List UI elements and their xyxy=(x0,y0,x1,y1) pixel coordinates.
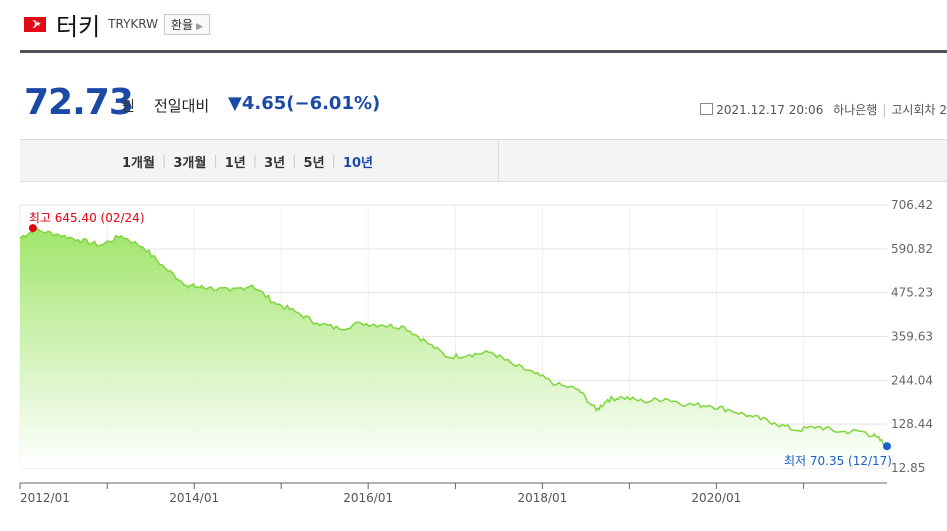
high-point xyxy=(28,224,37,233)
tab-separator: | xyxy=(161,154,167,169)
high-label: 최고 645.40 (02/24) xyxy=(29,211,145,225)
low-point xyxy=(883,442,891,451)
y-tick-label: 359.63 xyxy=(891,330,933,344)
notice-round: 고시회차 2 xyxy=(891,103,947,117)
x-tick-label: 2016/01 xyxy=(343,491,393,505)
y-tick-label: 475.23 xyxy=(891,286,933,300)
y-tick-label: 244.04 xyxy=(891,373,933,387)
quote-datetime: 2021.12.17 20:06 xyxy=(716,103,824,117)
x-tick-label: 2014/01 xyxy=(169,491,219,505)
x-tick-label: 2020/01 xyxy=(691,491,741,505)
price-change: ▼4.65(−6.01%) xyxy=(228,93,381,114)
compare-label: 전일대비 xyxy=(154,97,210,115)
tabs-divider xyxy=(498,140,499,181)
series-area xyxy=(20,228,887,468)
y-tick-label: 590.82 xyxy=(891,242,933,256)
period-tab-row: 1개월 | 3개월 | 1년 | 3년 | 5년 | 10년 xyxy=(115,152,380,171)
y-tick-label: 128.44 xyxy=(891,417,933,431)
low-label: 최저 70.35 (12/17) xyxy=(784,454,892,468)
bank-name: 하나은행 xyxy=(833,103,878,117)
price-unit: 원 xyxy=(122,99,135,115)
period-tab[interactable]: 1년 xyxy=(224,156,246,171)
exchange-rate-button-label: 환율 xyxy=(171,17,194,32)
y-tick-label: 12.85 xyxy=(891,461,925,475)
period-tabs: 1개월 | 3개월 | 1년 | 3년 | 5년 | 10년 xyxy=(20,139,947,182)
meta-separator: | xyxy=(882,103,887,117)
period-tab[interactable]: 10년 xyxy=(342,156,373,171)
x-tick-label: 2018/01 xyxy=(517,491,567,505)
quote-meta: 2021.12.17 20:06 하나은행 | 고시회차 2 xyxy=(700,101,947,118)
y-tick-label: 706.42 xyxy=(891,198,933,212)
tab-separator: | xyxy=(292,154,297,169)
turkey-flag-icon: ★ xyxy=(24,16,46,32)
calendar-icon xyxy=(700,103,714,115)
chevron-right-icon: ▶ xyxy=(196,21,204,32)
period-tab[interactable]: 3년 xyxy=(264,156,286,171)
exchange-rate-button[interactable]: 환율 ▶ xyxy=(164,13,211,35)
tab-separator: | xyxy=(252,154,258,169)
currency-code: TRYKRW xyxy=(108,17,158,31)
tab-separator: | xyxy=(213,154,218,169)
title-bar: ★ 터키 TRYKRW 환율 ▶ xyxy=(24,10,211,41)
series-line xyxy=(19,227,888,448)
period-tab[interactable]: 1개월 xyxy=(122,156,155,171)
period-tab[interactable]: 5년 xyxy=(303,156,325,171)
tab-separator: | xyxy=(331,154,336,169)
country-name: 터키 xyxy=(56,12,101,41)
x-tick-label: 2012/01 xyxy=(20,491,70,505)
period-tab[interactable]: 3개월 xyxy=(173,156,207,171)
current-price: 72.73 xyxy=(24,82,134,123)
header-divider xyxy=(20,50,947,53)
